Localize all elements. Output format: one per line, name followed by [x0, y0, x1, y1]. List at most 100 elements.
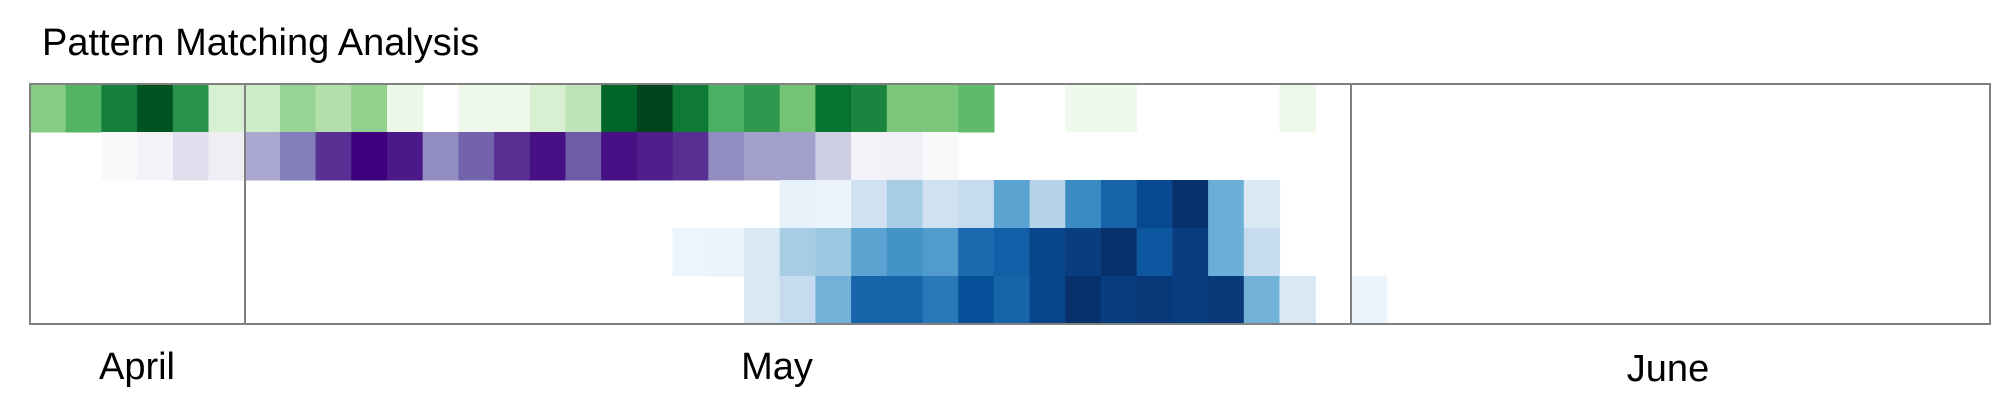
heatmap-cell [1172, 180, 1209, 229]
heatmap-cell [636, 84, 674, 133]
heatmap-cell [744, 276, 781, 325]
heatmap-cell [886, 228, 924, 277]
heatmap-cell [279, 84, 317, 133]
heatmap-cell [1029, 180, 1066, 229]
heatmap-cell [208, 132, 245, 181]
heatmap-cell [744, 84, 781, 133]
heatmap-cell [708, 84, 745, 133]
heatmap-cell [529, 84, 567, 133]
heatmap-cell [1172, 276, 1209, 325]
heatmap-cell [851, 228, 888, 277]
heatmap-cell [672, 132, 709, 181]
heatmap-cell [315, 132, 352, 181]
heatmap-cells [30, 84, 1388, 325]
heatmap-cell [672, 228, 709, 277]
heatmap-cell [779, 84, 816, 133]
heatmap-cell [636, 132, 674, 181]
heatmap-cell [172, 132, 210, 181]
heatmap-cell [744, 228, 781, 277]
heatmap-cell [815, 84, 852, 133]
heatmap-cell [422, 132, 459, 181]
heatmap-cell [1029, 228, 1066, 277]
heatmap-cell [1065, 84, 1102, 133]
heatmap-cell [886, 180, 924, 229]
heatmap-cell [494, 132, 531, 181]
month-label-april: April [99, 346, 175, 388]
heatmap-cell [958, 276, 995, 325]
heatmap-cell [815, 228, 852, 277]
heatmap-cell [1208, 228, 1245, 277]
heatmap-cell [351, 84, 388, 133]
heatmap-cell [779, 228, 816, 277]
heatmap-cell [1279, 84, 1316, 133]
heatmap-cell [1208, 180, 1245, 229]
heatmap-cell [351, 132, 388, 181]
heatmap-cell [886, 84, 924, 133]
heatmap-cell [708, 228, 745, 277]
heatmap-cell [993, 180, 1031, 229]
heatmap-cell [922, 276, 959, 325]
heatmap-cell [815, 132, 852, 181]
heatmap-cell [1243, 228, 1281, 277]
heatmap-cell [137, 132, 174, 181]
heatmap-cell [1029, 276, 1066, 325]
heatmap-cell [65, 84, 102, 133]
heatmap-cell [279, 132, 317, 181]
heatmap-cell [458, 84, 495, 133]
heatmap-cell [30, 84, 67, 133]
heatmap-cell [315, 84, 352, 133]
heatmap-cell [1243, 276, 1281, 325]
heatmap-cell [851, 276, 888, 325]
month-label-may: May [741, 346, 813, 388]
heatmap-cell [244, 132, 281, 181]
heatmap-cell [851, 132, 888, 181]
heatmap-cell [958, 180, 995, 229]
heatmap-cell [458, 132, 495, 181]
month-label-june: June [1627, 348, 1709, 390]
heatmap-cell [958, 84, 995, 133]
heatmap-cell [101, 84, 138, 133]
heatmap-cell [958, 228, 995, 277]
heatmap-cell [1136, 228, 1173, 277]
heatmap-cell [1136, 276, 1173, 325]
heatmap-cell [1065, 228, 1102, 277]
heatmap-cell [779, 180, 816, 229]
heatmap-cell [815, 180, 852, 229]
heatmap-cell [244, 84, 281, 133]
heatmap-cell [922, 84, 959, 133]
heatmap-cell [1101, 228, 1138, 277]
heatmap-cell [601, 84, 638, 133]
heatmap-cell [137, 84, 174, 133]
heatmap-cell [1243, 180, 1281, 229]
heatmap-cell [172, 84, 210, 133]
heatmap-cell [1136, 180, 1173, 229]
heatmap-cell [387, 84, 424, 133]
heatmap-cell [565, 132, 602, 181]
heatmap-cell [708, 132, 745, 181]
heatmap-cell [1350, 276, 1388, 325]
heatmap-cell [529, 132, 567, 181]
heatmap-cell [1279, 276, 1316, 325]
heatmap-cell [565, 84, 602, 133]
heatmap-cell [1208, 276, 1245, 325]
heatmap-cell [1172, 228, 1209, 277]
month-frame-june [1350, 83, 1991, 325]
heatmap-cell [922, 180, 959, 229]
heatmap-cell [601, 132, 638, 181]
heatmap-cell [101, 132, 138, 181]
heatmap-cell [1065, 276, 1102, 325]
heatmap-cell [886, 132, 924, 181]
heatmap-cell [1065, 180, 1102, 229]
heatmap-cell [387, 132, 424, 181]
heatmap-cell [208, 84, 245, 133]
heatmap-cell [993, 228, 1031, 277]
heatmap-cell [993, 276, 1031, 325]
heatmap-cell [1101, 180, 1138, 229]
heatmap-cell [779, 132, 816, 181]
heatmap-cell [779, 276, 816, 325]
heatmap-cell [744, 132, 781, 181]
heatmap-cell [672, 84, 709, 133]
heatmap-cell [815, 276, 852, 325]
heatmap-cell [851, 180, 888, 229]
